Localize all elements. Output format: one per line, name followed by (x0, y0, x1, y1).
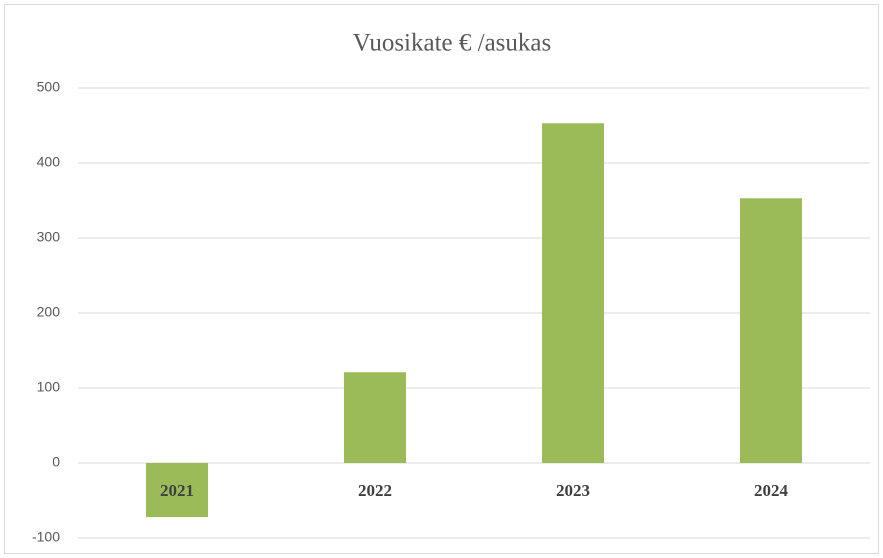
x-tick-label: 2024 (754, 481, 789, 500)
bar (146, 463, 208, 517)
y-tick-label: 300 (37, 229, 61, 245)
y-tick-label: 500 (37, 79, 61, 95)
y-tick-label: 100 (37, 379, 61, 395)
y-tick-label: 400 (37, 154, 61, 170)
bar (740, 198, 802, 463)
x-tick-label: 2022 (358, 481, 392, 500)
bar (344, 372, 406, 463)
bar (542, 123, 604, 463)
x-tick-label: 2023 (556, 481, 590, 500)
chart-border (4, 4, 879, 554)
chart-title: Vuosikate € /asukas (353, 30, 551, 57)
y-tick-label: 200 (37, 304, 61, 320)
y-tick-label: 0 (52, 454, 60, 470)
y-tick-label: -100 (32, 529, 60, 545)
x-tick-label: 2021 (160, 481, 194, 500)
